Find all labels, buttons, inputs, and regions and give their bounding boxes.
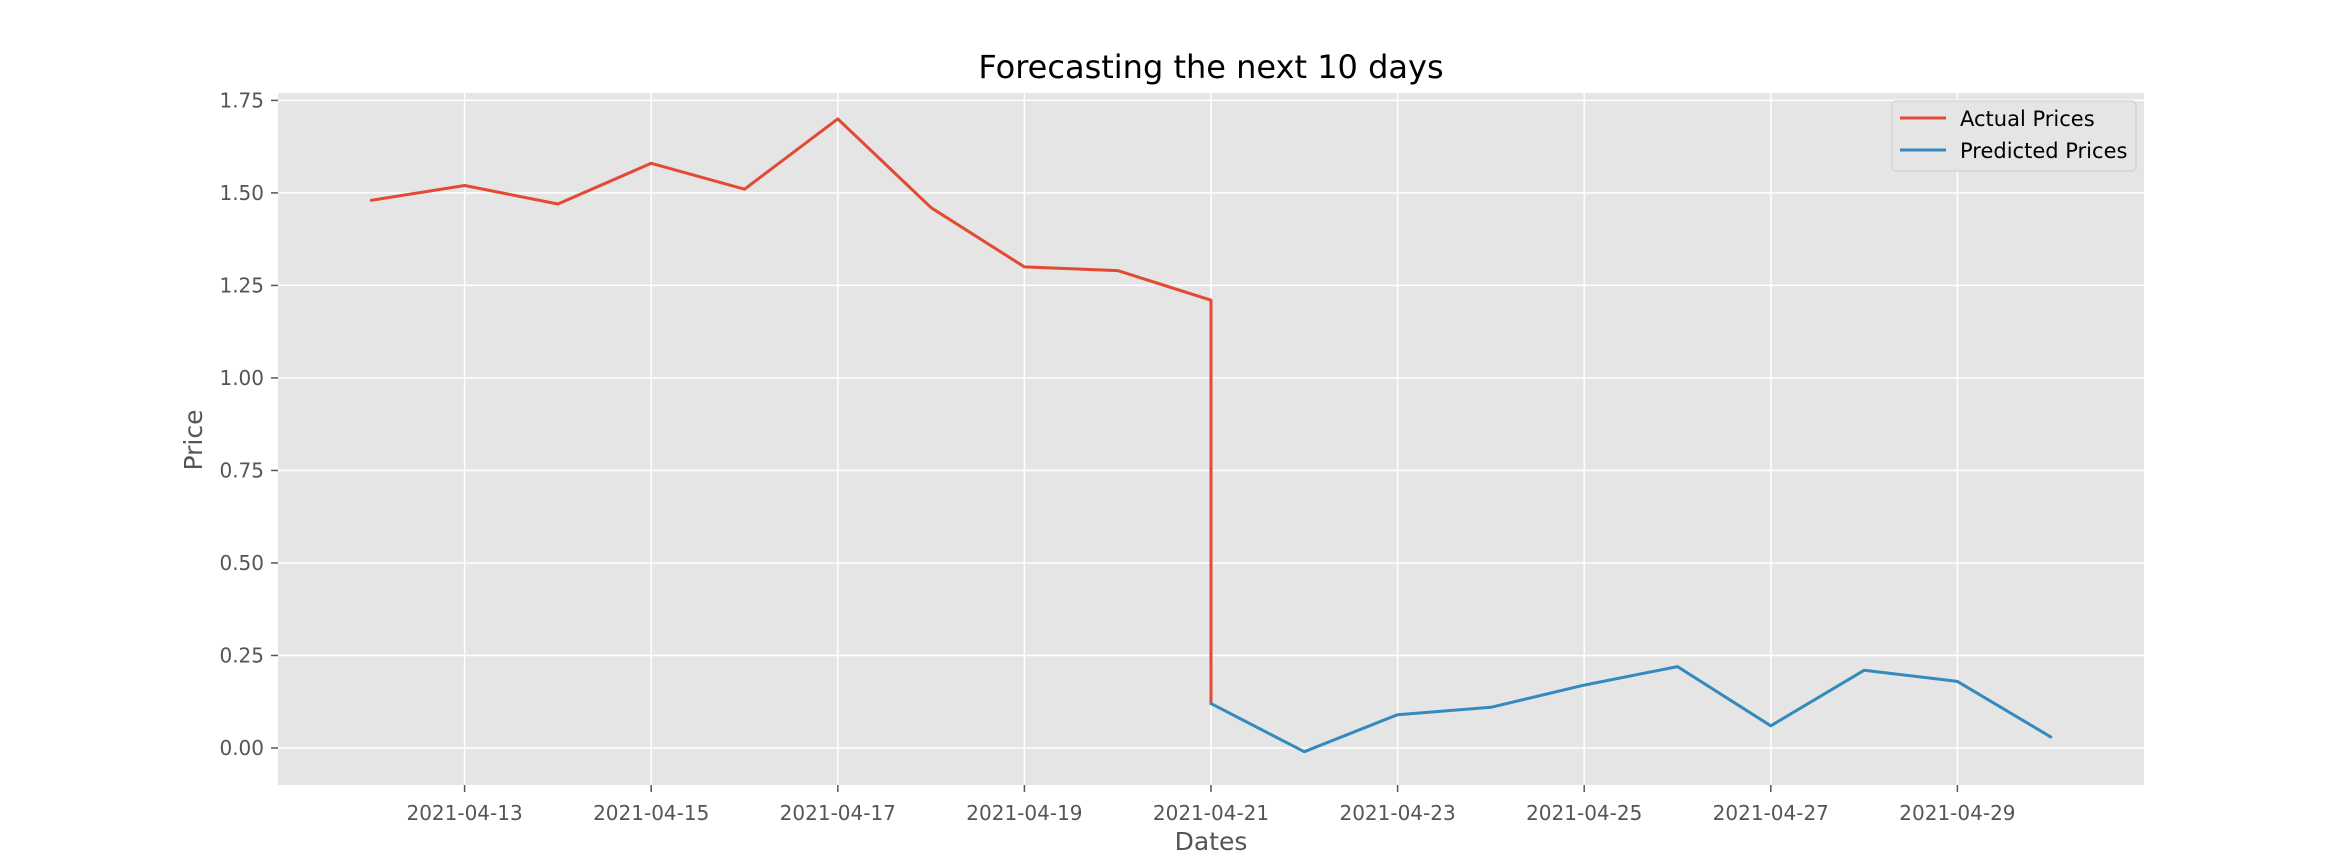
series-lines [369, 117, 2053, 754]
y-tick-label: 0.00 [219, 736, 264, 760]
x-tick-label: 2021-04-29 [1899, 801, 2015, 825]
y-tick-label: 1.75 [219, 88, 264, 112]
x-tick-label: 2021-04-19 [966, 801, 1082, 825]
x-tick-label: 2021-04-15 [593, 801, 709, 825]
y-axis-label: Price [179, 410, 208, 471]
y-tick-label: 0.75 [219, 458, 264, 482]
chart-title: Forecasting the next 10 days [978, 48, 1443, 86]
y-tick-label: 0.50 [219, 551, 264, 575]
series-line-actual-prices [369, 117, 1213, 706]
x-axis-label: Dates [1175, 827, 1248, 856]
legend: Actual Prices Predicted Prices [1891, 100, 2137, 172]
legend-box [1891, 100, 2137, 172]
series-line-predicted-prices [1209, 665, 2053, 754]
x-tick-label: 2021-04-25 [1526, 801, 1642, 825]
x-tick-label: 2021-04-23 [1339, 801, 1455, 825]
legend-label-predicted-prices: Predicted Prices [1960, 139, 2127, 163]
y-tick-label: 1.50 [219, 181, 264, 205]
x-tick-label: 2021-04-17 [780, 801, 896, 825]
x-tick-label: 2021-04-21 [1153, 801, 1269, 825]
y-tick-label: 0.25 [219, 643, 264, 667]
x-tick-label: 2021-04-27 [1713, 801, 1829, 825]
y-tick-label: 1.00 [219, 366, 264, 390]
y-tick-label: 1.25 [219, 273, 264, 297]
x-tick-label: 2021-04-13 [406, 801, 522, 825]
axis-ticks: 0.00 0.25 0.50 0.75 1.00 1.25 1.50 1.75 2021-04-… [219, 88, 2015, 825]
legend-label-actual-prices: Actual Prices [1960, 107, 2095, 131]
